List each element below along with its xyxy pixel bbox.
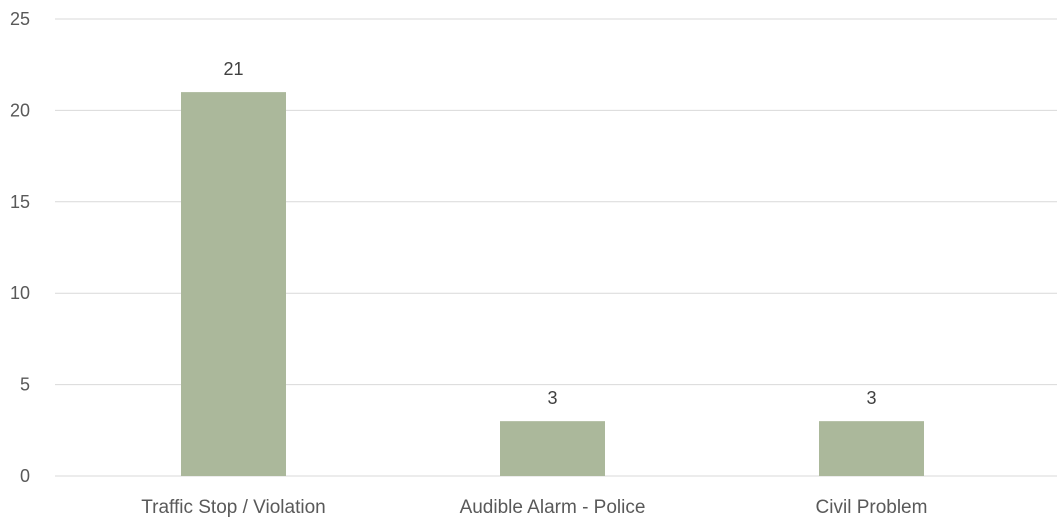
data-labels: 21 3 3: [223, 59, 876, 408]
y-tick-label: 25: [10, 9, 30, 29]
x-category-label: Traffic Stop / Violation: [141, 497, 325, 518]
bars: [181, 92, 924, 477]
y-axis-ticks: 0 5 10 15 20 25: [10, 9, 30, 486]
y-tick-label: 20: [10, 100, 30, 120]
y-tick-label: 0: [20, 466, 30, 486]
data-label: 21: [223, 59, 243, 79]
data-label: 3: [547, 388, 557, 408]
x-axis-categories: Traffic Stop / Violation Audible Alarm - …: [141, 497, 927, 518]
y-tick-label: 5: [20, 375, 30, 395]
x-category-label: Civil Problem: [816, 497, 928, 518]
bar-2: [500, 421, 605, 476]
x-category-label: Audible Alarm - Police: [460, 497, 646, 518]
data-label: 3: [866, 388, 876, 408]
y-tick-label: 15: [10, 192, 30, 212]
y-tick-label: 10: [10, 283, 30, 303]
bar-3: [819, 421, 924, 476]
bar-1: [181, 92, 286, 477]
